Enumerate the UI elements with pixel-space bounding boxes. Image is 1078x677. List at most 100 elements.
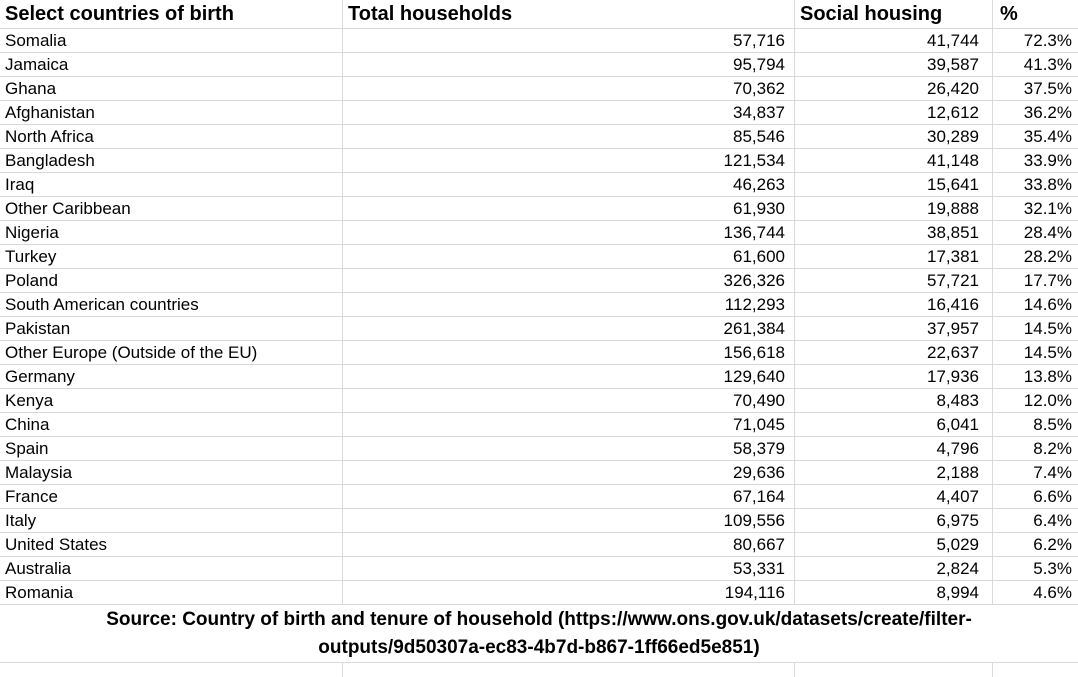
- cell-social-housing[interactable]: 38,851: [795, 221, 993, 244]
- cell-social-housing[interactable]: 8,994: [795, 581, 993, 604]
- cell-percent[interactable]: 7.4%: [1033, 463, 1072, 482]
- cell-total-households[interactable]: 156,618: [343, 341, 795, 364]
- cell-social-housing[interactable]: 37,957: [795, 317, 993, 340]
- cell-country[interactable]: Somalia: [0, 29, 343, 52]
- cell-social-housing[interactable]: 41,744: [795, 29, 993, 52]
- cell-country[interactable]: Ghana: [0, 77, 343, 100]
- cell-country[interactable]: Jamaica: [0, 53, 343, 76]
- cell-country[interactable]: Italy: [0, 509, 343, 532]
- cell-country[interactable]: Malaysia: [0, 461, 343, 484]
- cell-percent[interactable]: 12.0%: [1023, 391, 1072, 410]
- cell-country[interactable]: Germany: [0, 365, 343, 388]
- cell-percent[interactable]: 41.3%: [1023, 55, 1072, 74]
- cell-percent[interactable]: 72.3%: [1023, 31, 1072, 50]
- cell-social-housing[interactable]: 17,381: [795, 245, 993, 268]
- cell-percent[interactable]: 6.4%: [1033, 511, 1072, 530]
- bottom-cell[interactable]: [343, 663, 795, 677]
- cell-social-housing[interactable]: 4,407: [795, 485, 993, 508]
- bottom-cell[interactable]: [0, 663, 343, 677]
- cell-country[interactable]: United States: [0, 533, 343, 556]
- cell-total-households[interactable]: 326,326: [343, 269, 795, 292]
- source-note-cell[interactable]: Source: Country of birth and tenure of h…: [0, 605, 1078, 663]
- cell-social-housing[interactable]: 17,936: [795, 365, 993, 388]
- cell-total-households[interactable]: 112,293: [343, 293, 795, 316]
- cell-percent[interactable]: 14.6%: [1023, 295, 1072, 314]
- cell-country[interactable]: Romania: [0, 581, 343, 604]
- cell-country[interactable]: Other Caribbean: [0, 197, 343, 220]
- cell-social-housing[interactable]: 57,721: [795, 269, 993, 292]
- cell-percent[interactable]: 28.2%: [1023, 247, 1072, 266]
- cell-total-households[interactable]: 71,045: [343, 413, 795, 436]
- cell-total-households[interactable]: 109,556: [343, 509, 795, 532]
- cell-percent[interactable]: 14.5%: [1023, 319, 1072, 338]
- cell-total-households[interactable]: 121,534: [343, 149, 795, 172]
- cell-total-households[interactable]: 129,640: [343, 365, 795, 388]
- cell-country[interactable]: Turkey: [0, 245, 343, 268]
- cell-total-households[interactable]: 57,716: [343, 29, 795, 52]
- cell-total-households[interactable]: 53,331: [343, 557, 795, 580]
- cell-total-households[interactable]: 29,636: [343, 461, 795, 484]
- cell-country[interactable]: Nigeria: [0, 221, 343, 244]
- header-social-housing[interactable]: Social housing: [795, 0, 993, 28]
- cell-social-housing[interactable]: 41,148: [795, 149, 993, 172]
- bottom-cell[interactable]: [993, 663, 1078, 677]
- cell-percent[interactable]: 6.6%: [1033, 487, 1072, 506]
- cell-total-households[interactable]: 194,116: [343, 581, 795, 604]
- cell-country[interactable]: Bangladesh: [0, 149, 343, 172]
- cell-country[interactable]: Other Europe (Outside of the EU): [0, 341, 343, 364]
- header-select-countries-of-birth[interactable]: Select countries of birth: [0, 0, 343, 28]
- cell-country[interactable]: North Africa: [0, 125, 343, 148]
- cell-social-housing[interactable]: 16,416: [795, 293, 993, 316]
- cell-social-housing[interactable]: 39,587: [795, 53, 993, 76]
- cell-social-housing[interactable]: 6,041: [795, 413, 993, 436]
- cell-country[interactable]: Iraq: [0, 173, 343, 196]
- cell-percent[interactable]: 13.8%: [1023, 367, 1072, 386]
- cell-percent[interactable]: 6.2%: [1033, 535, 1072, 554]
- cell-percent[interactable]: 4.6%: [1033, 583, 1072, 602]
- cell-total-households[interactable]: 70,490: [343, 389, 795, 412]
- cell-percent[interactable]: 28.4%: [1023, 223, 1072, 242]
- cell-total-households[interactable]: 67,164: [343, 485, 795, 508]
- cell-total-households[interactable]: 34,837: [343, 101, 795, 124]
- cell-total-households[interactable]: 261,384: [343, 317, 795, 340]
- cell-social-housing[interactable]: 2,824: [795, 557, 993, 580]
- cell-total-households[interactable]: 136,744: [343, 221, 795, 244]
- cell-country[interactable]: Kenya: [0, 389, 343, 412]
- cell-social-housing[interactable]: 5,029: [795, 533, 993, 556]
- cell-country[interactable]: South American countries: [0, 293, 343, 316]
- cell-total-households[interactable]: 58,379: [343, 437, 795, 460]
- cell-country[interactable]: Australia: [0, 557, 343, 580]
- cell-country[interactable]: Poland: [0, 269, 343, 292]
- cell-country[interactable]: France: [0, 485, 343, 508]
- header-total-households[interactable]: Total households: [343, 0, 795, 28]
- cell-country[interactable]: Pakistan: [0, 317, 343, 340]
- cell-total-households[interactable]: 70,362: [343, 77, 795, 100]
- cell-total-households[interactable]: 61,600: [343, 245, 795, 268]
- cell-social-housing[interactable]: 4,796: [795, 437, 993, 460]
- cell-total-households[interactable]: 80,667: [343, 533, 795, 556]
- cell-social-housing[interactable]: 8,483: [795, 389, 993, 412]
- cell-social-housing[interactable]: 26,420: [795, 77, 993, 100]
- cell-percent[interactable]: 8.2%: [1033, 439, 1072, 458]
- cell-social-housing[interactable]: 6,975: [795, 509, 993, 532]
- cell-country[interactable]: China: [0, 413, 343, 436]
- cell-percent[interactable]: 37.5%: [1023, 79, 1072, 98]
- cell-social-housing[interactable]: 22,637: [795, 341, 993, 364]
- cell-country[interactable]: Spain: [0, 437, 343, 460]
- cell-social-housing[interactable]: 12,612: [795, 101, 993, 124]
- cell-percent[interactable]: 8.5%: [1033, 415, 1072, 434]
- cell-percent[interactable]: 5.3%: [1033, 559, 1072, 578]
- cell-total-households[interactable]: 61,930: [343, 197, 795, 220]
- cell-social-housing[interactable]: 2,188: [795, 461, 993, 484]
- cell-social-housing[interactable]: 19,888: [795, 197, 993, 220]
- cell-total-households[interactable]: 85,546: [343, 125, 795, 148]
- cell-social-housing[interactable]: 30,289: [795, 125, 993, 148]
- cell-percent[interactable]: 33.9%: [1023, 151, 1072, 170]
- cell-percent[interactable]: 14.5%: [1023, 343, 1072, 362]
- cell-percent[interactable]: 32.1%: [1023, 199, 1072, 218]
- cell-country[interactable]: Afghanistan: [0, 101, 343, 124]
- header-percent[interactable]: %: [1000, 3, 1018, 25]
- cell-percent[interactable]: 33.8%: [1023, 175, 1072, 194]
- bottom-cell[interactable]: [795, 663, 993, 677]
- cell-social-housing[interactable]: 15,641: [795, 173, 993, 196]
